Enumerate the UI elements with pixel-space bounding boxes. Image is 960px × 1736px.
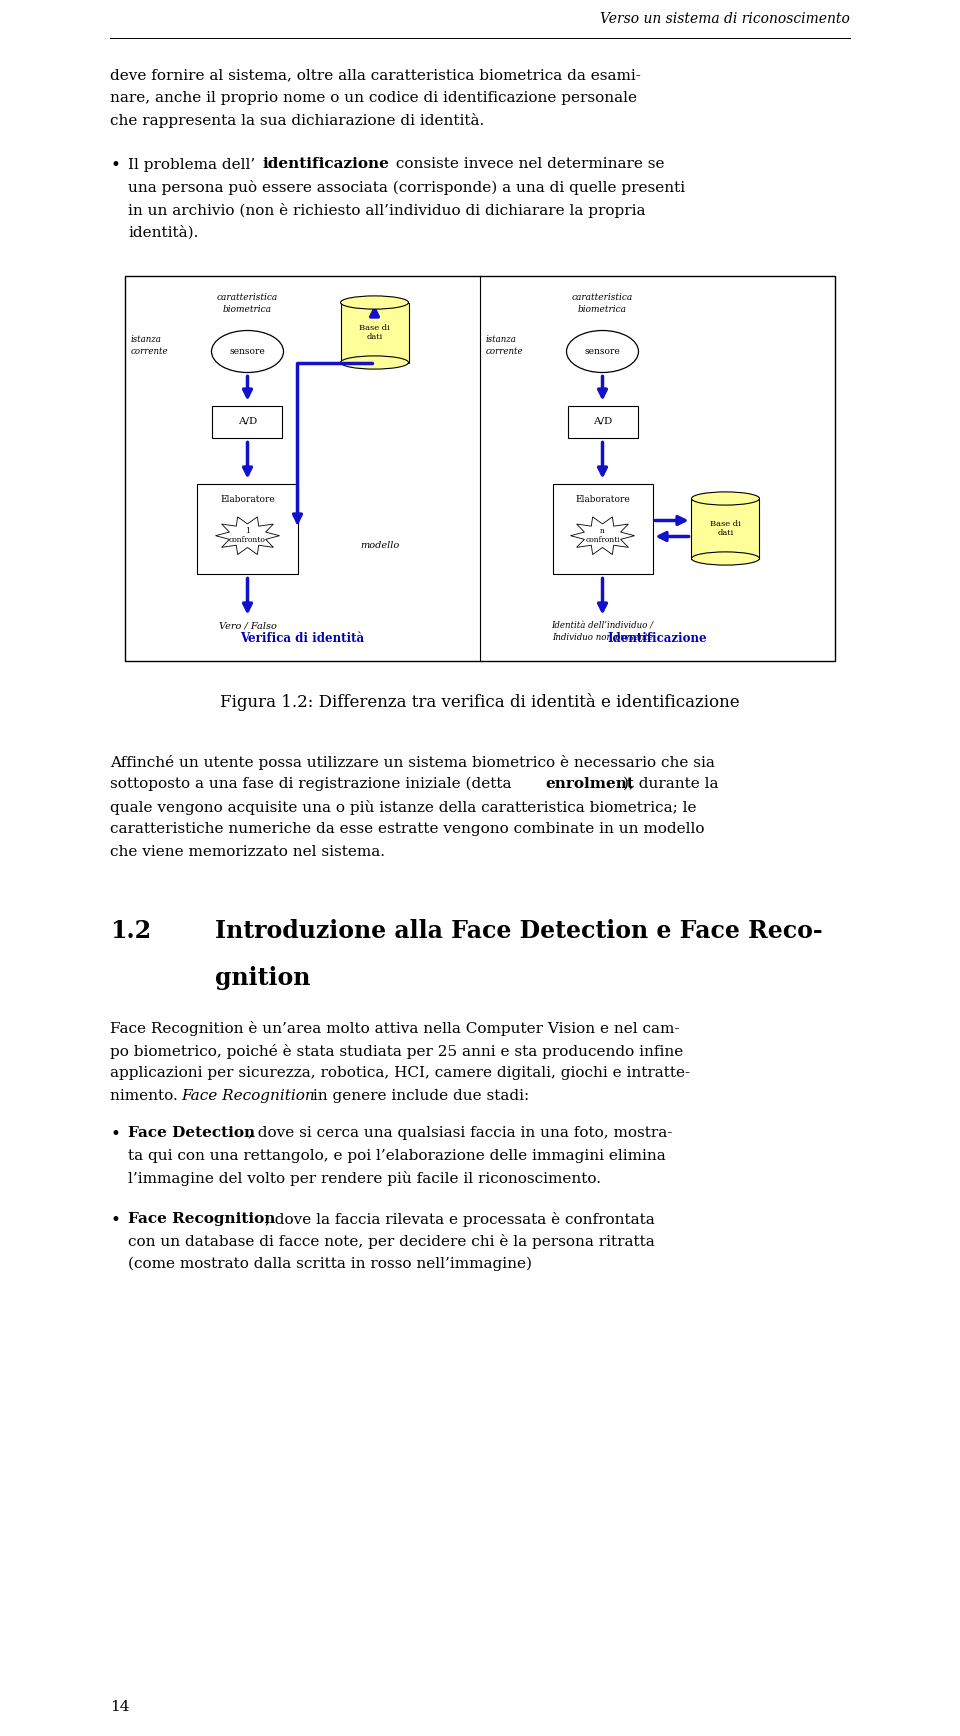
Text: con un database di facce note, per decidere chi è la persona ritratta: con un database di facce note, per decid… [128,1234,655,1248]
Text: modello: modello [360,540,399,550]
Text: Face Recognition: Face Recognition [181,1088,315,1102]
Bar [212,406,282,437]
Text: , dove si cerca una qualsiasi faccia in una foto, mostra-: , dove si cerca una qualsiasi faccia in … [248,1127,672,1141]
Text: caratteristica
biometrica: caratteristica biometrica [572,293,634,314]
Text: (come mostrato dalla scritta in rosso nell’immagine): (come mostrato dalla scritta in rosso ne… [128,1257,532,1271]
Text: sottoposto a una fase di registrazione iniziale (detta: sottoposto a una fase di registrazione i… [110,778,516,792]
Text: nimento.: nimento. [110,1088,182,1102]
Text: Verso un sistema di riconoscimento: Verso un sistema di riconoscimento [600,12,850,26]
Text: identità).: identità). [128,226,199,240]
Text: ), durante la: ), durante la [623,778,718,792]
Text: l’immagine del volto per rendere più facile il riconoscimento.: l’immagine del volto per rendere più fac… [128,1172,601,1186]
Text: •: • [110,158,120,175]
Ellipse shape [341,295,409,309]
Text: ta qui con una rettangolo, e poi l’elaborazione delle immagini elimina: ta qui con una rettangolo, e poi l’elabo… [128,1149,665,1163]
Text: deve fornire al sistema, oltre alla caratteristica biometrica da esami-: deve fornire al sistema, oltre alla cara… [110,68,641,82]
Text: istanza
corrente: istanza corrente [486,335,523,356]
Text: Figura 1.2: Differenza tra verifica di identità e identificazione: Figura 1.2: Differenza tra verifica di i… [220,693,740,710]
Text: che rappresenta la sua dichiarazione di identità.: che rappresenta la sua dichiarazione di … [110,113,484,128]
Text: istanza
corrente: istanza corrente [131,335,169,356]
Ellipse shape [691,552,759,566]
Text: identificazione: identificazione [263,158,390,172]
Text: 1.2: 1.2 [110,918,151,943]
Ellipse shape [341,356,409,370]
Bar [567,406,637,437]
Text: in un archivio (non è richiesto all’individuo di dichiarare la propria: in un archivio (non è richiesto all’indi… [128,203,645,217]
Text: sensore: sensore [229,347,265,356]
Text: una persona può essere associata (corrisponde) a una di quelle presenti: una persona può essere associata (corris… [128,181,685,194]
Text: 14: 14 [110,1700,130,1713]
Text: Elaboratore: Elaboratore [220,495,275,505]
Text: nare, anche il proprio nome o un codice di identificazione personale: nare, anche il proprio nome o un codice … [110,90,637,104]
Text: Base di
dati: Base di dati [710,519,741,536]
Text: •: • [110,1212,120,1229]
Text: caratteristica
biometrica: caratteristica biometrica [217,293,278,314]
Text: Affinché un utente possa utilizzare un sistema biometrico è necessario che sia: Affinché un utente possa utilizzare un s… [110,755,715,769]
Text: sensore: sensore [585,347,620,356]
Text: Identificazione: Identificazione [608,632,708,646]
Text: consiste invece nel determinare se: consiste invece nel determinare se [391,158,664,172]
Text: A/D: A/D [593,417,612,425]
Text: applicazioni per sicurezza, robotica, HCI, camere digitali, giochi e intratte-: applicazioni per sicurezza, robotica, HC… [110,1066,690,1080]
Text: PIN: PIN [365,297,385,307]
Text: Introduzione alla Face Detection e Face Reco-: Introduzione alla Face Detection e Face … [215,918,823,943]
Text: in genere include due stadi:: in genere include due stadi: [308,1088,529,1102]
Text: Il problema dell’: Il problema dell’ [128,158,255,172]
Text: , dove la faccia rilevata e processata è confrontata: , dove la faccia rilevata e processata è… [265,1212,655,1227]
Text: Identità dell’individuo /
Individuo non presente: Identità dell’individuo / Individuo non … [551,621,654,642]
Text: 1
confronto: 1 confronto [229,528,266,543]
Text: po biometrico, poiché è stata studiata per 25 anni e sta producendo infine: po biometrico, poiché è stata studiata p… [110,1043,684,1059]
Text: Face Recognition: Face Recognition [128,1212,276,1226]
Text: gnition: gnition [215,965,310,990]
Text: che viene memorizzato nel sistema.: che viene memorizzato nel sistema. [110,844,385,859]
Text: Vero / Falso: Vero / Falso [219,621,276,630]
Bar [553,484,653,573]
Text: Elaboratore: Elaboratore [575,495,630,505]
Text: •: • [110,1127,120,1142]
Text: quale vengono acquisite una o più istanze della caratteristica biometrica; le: quale vengono acquisite una o più istanz… [110,800,697,814]
Text: enrolment: enrolment [545,778,635,792]
Bar [691,498,759,559]
Text: n
confronti: n confronti [586,528,620,543]
Text: caratteristiche numeriche da esse estratte vengono combinate in un modello: caratteristiche numeriche da esse estrat… [110,823,705,837]
Ellipse shape [691,491,759,505]
Text: Face Recognition è un’area molto attiva nella Computer Vision e nel cam-: Face Recognition è un’area molto attiva … [110,1021,680,1036]
Bar [198,484,298,573]
Bar [341,302,409,363]
Text: Face Detection: Face Detection [128,1127,255,1141]
Text: Verifica di identità: Verifica di identità [240,632,365,646]
Text: A/D: A/D [238,417,257,425]
Text: Base di
dati: Base di dati [359,325,390,340]
Bar [125,276,835,660]
